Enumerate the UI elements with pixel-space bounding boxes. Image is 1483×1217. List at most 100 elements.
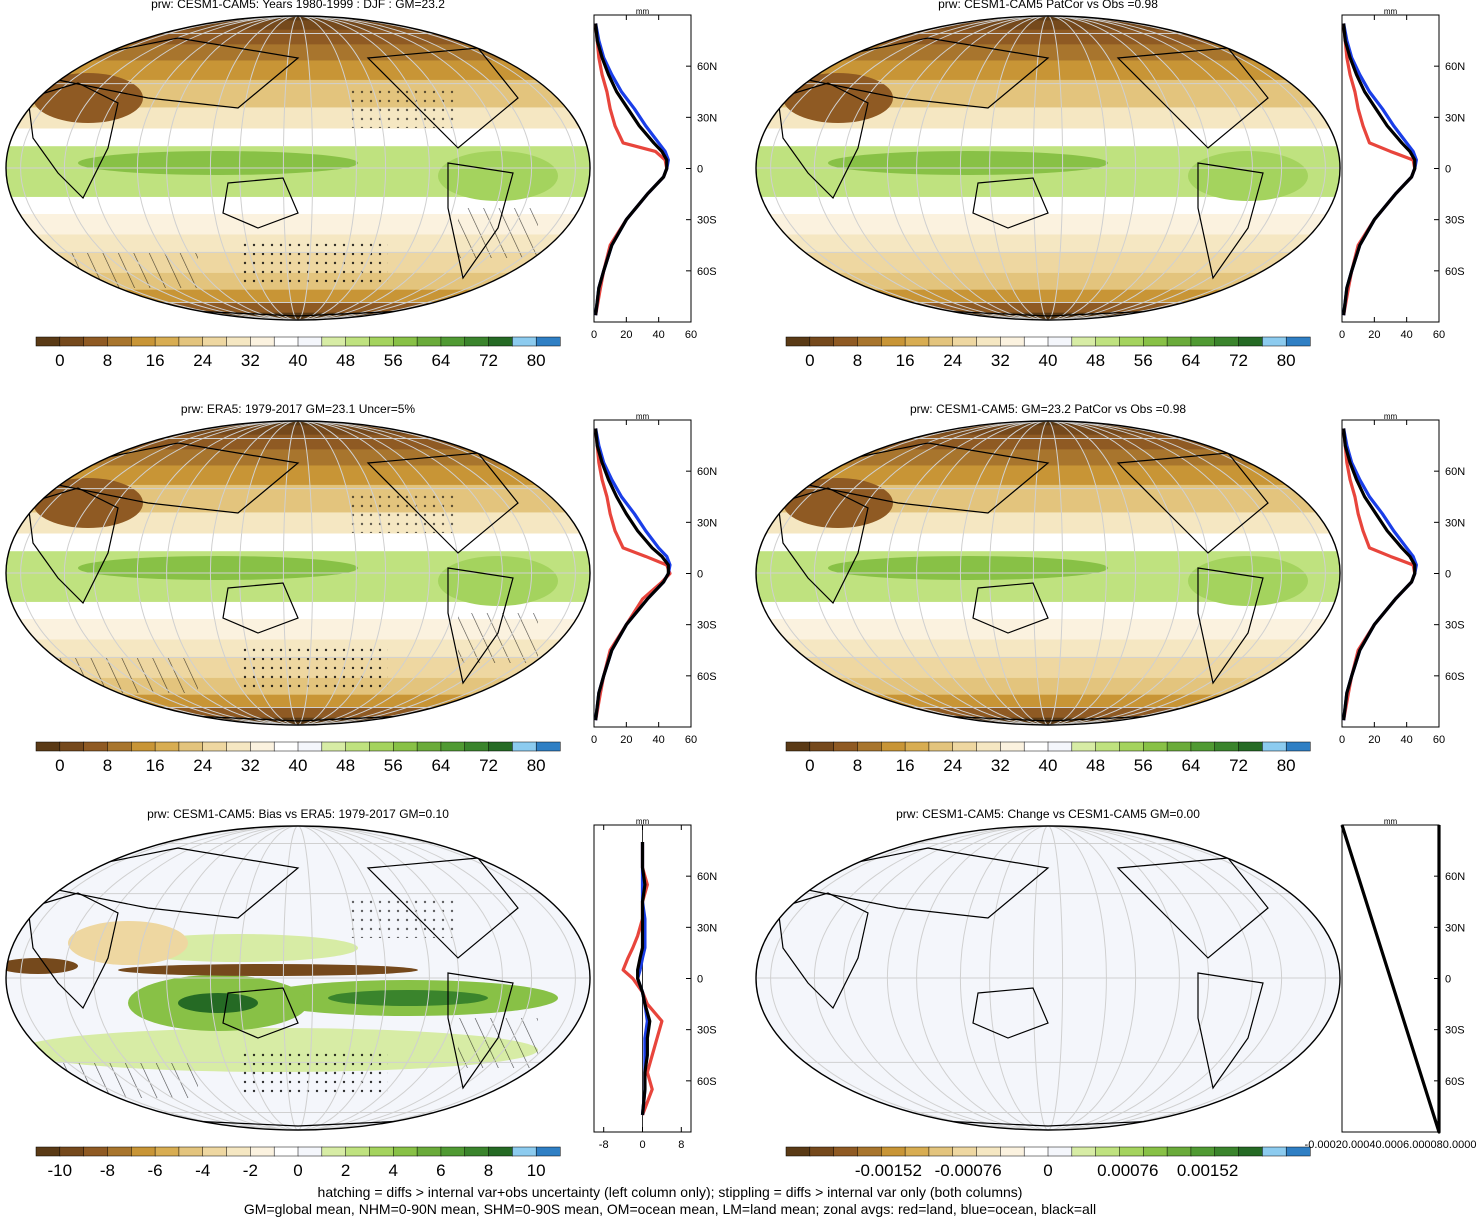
coastline-africa (777, 487, 869, 605)
y-tick-label: 60N (1445, 61, 1465, 73)
colorbar-swatch (488, 336, 513, 347)
y-tick-label: 30N (1445, 922, 1465, 934)
colorbar-swatch (464, 1146, 490, 1157)
map-title: prw: CESM1-CAM5: GM=23.2 PatCor vs Obs =… (910, 402, 1186, 416)
colorbar-tick-label: 64 (431, 756, 450, 775)
colorbar-swatch (131, 1146, 156, 1157)
graticule-lon (1032, 421, 1064, 725)
graticule-lon (843, 16, 1253, 320)
zonal-profile-1: mm 60N 30N 0 30S 60S 0 20 40 60 (591, 7, 717, 341)
colorbar-swatch (250, 741, 275, 752)
x-tick-label: 8 (678, 1139, 684, 1151)
x-tick-label: 60 (685, 734, 697, 746)
colorbar: 0 8 16 24 32 40 48 56 64 72 80 (35, 741, 561, 775)
colorbar-tick-label: 8 (103, 756, 112, 775)
colorbar-tick-label: 56 (1134, 351, 1153, 370)
colorbar-swatch (928, 336, 954, 347)
colorbar-swatch (833, 741, 859, 752)
colorbar-swatch (393, 1146, 418, 1157)
y-tick-label: 0 (697, 569, 703, 581)
coastline-south-america (447, 162, 514, 280)
x-tick-label: 40 (653, 329, 665, 341)
colorbar-swatch (928, 741, 954, 752)
y-tick-label: 0 (697, 164, 703, 176)
graticule-lon (886, 421, 1210, 725)
stippling-region (348, 898, 458, 938)
colorbar-swatch (154, 336, 180, 347)
colorbar-tick-label: 64 (431, 351, 450, 370)
hatching-region (58, 658, 198, 693)
graticule-lon (959, 826, 1137, 1130)
coastline-south-america (447, 567, 514, 685)
footer-line-2: GM=global mean, NHM=0-90N mean, SHM=0-90… (243, 1201, 1097, 1217)
y-tick-label: 60N (697, 61, 717, 73)
colorbar-swatch (952, 1146, 978, 1157)
colorbar-tick-label: -8 (100, 1161, 115, 1180)
colorbar-swatch (1190, 336, 1216, 347)
series-line-3 (594, 428, 670, 721)
colorbar-tick-label: 80 (527, 756, 546, 775)
stippling-region (348, 88, 458, 128)
colorbar-tick-label: 8 (484, 1161, 493, 1180)
graticule-lon (209, 826, 387, 1130)
graticule-lon (959, 421, 1137, 725)
graticule-lon (166, 826, 430, 1130)
field-band (756, 29, 1340, 45)
colorbar-swatch (857, 336, 882, 347)
y-tick-label: 0 (1445, 569, 1451, 581)
colorbar: -0.00152 -0.00076 0 0.00076 0.00152 (785, 1146, 1311, 1180)
field-band (828, 151, 1108, 175)
colorbar-tick-label: -2 (243, 1161, 258, 1180)
x-tick-label: 0 (591, 734, 597, 746)
field-band (178, 993, 258, 1013)
graticule-lon (989, 16, 1107, 320)
field-band (1188, 151, 1308, 201)
x-tick-label: 40 (1401, 734, 1413, 746)
colorbar-swatch (35, 1146, 61, 1157)
field-band (68, 921, 188, 965)
colorbar-swatch (393, 336, 418, 347)
colorbar-swatch (1285, 1146, 1311, 1157)
colorbar-swatch (785, 741, 811, 752)
colorbar-tick-label: 40 (1039, 351, 1058, 370)
colorbar-swatch (976, 1146, 1001, 1157)
colorbar-swatch (535, 1146, 561, 1157)
colorbar-tick-label: 16 (146, 756, 165, 775)
field-band (6, 958, 78, 974)
colorbar-tick-label: 24 (943, 756, 962, 775)
y-tick-label: 0 (1445, 974, 1451, 986)
colorbar-swatch (178, 1146, 204, 1157)
field-band (6, 448, 590, 466)
colorbar-swatch (1023, 336, 1049, 347)
colorbar-swatch (1262, 1146, 1287, 1157)
stippling-region (238, 238, 388, 288)
colorbar-swatch (440, 336, 466, 347)
field-band (756, 128, 1340, 147)
map-title: prw: CESM1-CAM5: Change vs CESM1-CAM5 GM… (896, 807, 1200, 821)
coastline-north-america (366, 452, 519, 554)
field-band (756, 533, 1340, 552)
colorbar-swatch (202, 336, 228, 347)
colorbar-tick-label: 56 (1134, 756, 1153, 775)
colorbar-swatch (857, 1146, 882, 1157)
colorbar-tick-label: 4 (389, 1161, 398, 1180)
colorbar-swatch (1023, 1146, 1049, 1157)
colorbar-tick-label: 64 (1181, 351, 1200, 370)
colorbar-tick-label: 0.00152 (1177, 1161, 1238, 1180)
graticule-lon (886, 826, 1210, 1130)
graticule-lon (20, 421, 576, 725)
colorbar-swatch (273, 741, 299, 752)
field-band (756, 106, 1340, 129)
y-tick-label: 60N (697, 466, 717, 478)
field-band (6, 421, 590, 426)
colorbar-swatch (202, 741, 228, 752)
colorbar-swatch (1000, 336, 1025, 347)
colorbar-swatch (440, 741, 466, 752)
colorbar-tick-label: -10 (48, 1161, 73, 1180)
colorbar: 0 8 16 24 32 40 48 56 64 72 80 (35, 336, 561, 370)
coastline-africa (27, 892, 119, 1010)
field-band (756, 252, 1340, 273)
profile-unit: mm (1384, 7, 1398, 16)
colorbar-swatch (976, 336, 1001, 347)
field-band (438, 556, 558, 606)
